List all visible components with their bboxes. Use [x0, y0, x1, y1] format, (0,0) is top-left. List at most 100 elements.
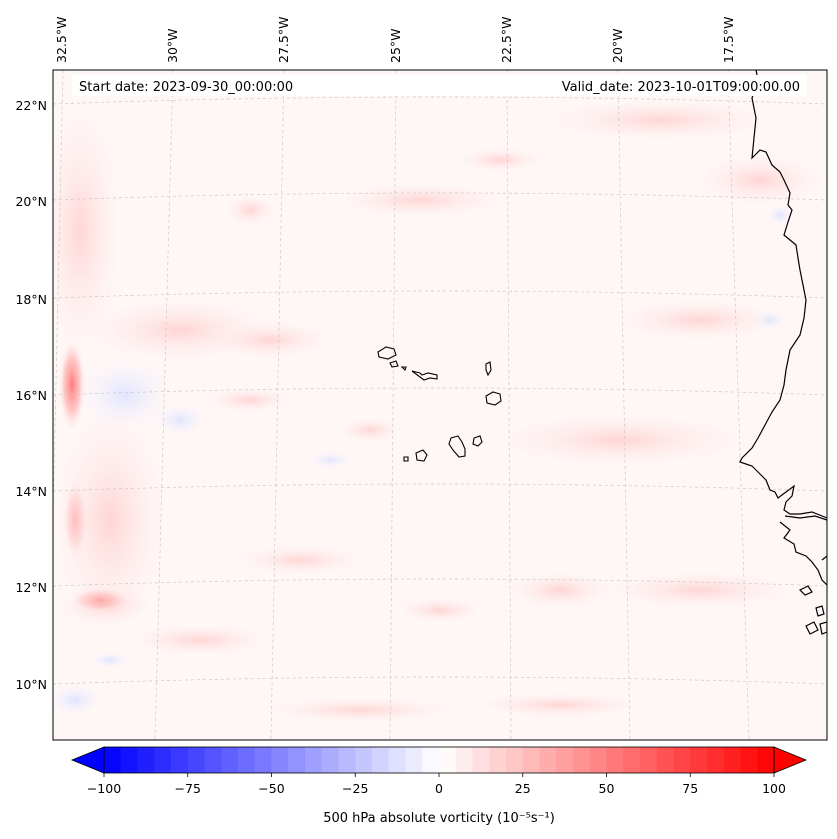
vorticity-field	[53, 100, 820, 722]
colorbar-swatch	[723, 747, 742, 773]
island-sao-nicolau	[411, 370, 438, 381]
vorticity-negative	[53, 685, 100, 715]
lat-label: 22°N	[15, 98, 47, 113]
vorticity-patch	[500, 415, 740, 465]
vorticity-patch	[340, 184, 500, 216]
colorbar-swatch	[489, 747, 507, 773]
colorbar-tick-label: 100	[762, 781, 786, 796]
map-panel: Start date: 2023-09-30_00:00:00 Valid_da…	[52, 69, 828, 741]
colorbar-swatch	[137, 747, 155, 773]
lat-label: 12°N	[15, 580, 47, 595]
island-boa-vista	[485, 391, 502, 406]
coastline-guinea-bissau	[779, 521, 827, 586]
colorbar-swatch	[321, 747, 340, 773]
colorbar-extend-max	[773, 746, 808, 774]
colorbar-swatch	[238, 747, 256, 773]
colorbar-swatch	[556, 747, 574, 773]
island-santo-antao	[377, 346, 397, 360]
parallel	[53, 96, 827, 105]
meridian	[389, 70, 397, 740]
lat-label: 18°N	[15, 292, 47, 307]
colorbar-swatch	[422, 747, 440, 773]
vorticity-patch	[610, 572, 790, 608]
west-africa-coastline	[739, 70, 827, 635]
colorbar-swatch	[623, 747, 641, 773]
colorbar-swatch	[187, 747, 206, 773]
colorbar-swatch	[104, 747, 122, 773]
map-border	[52, 69, 828, 741]
colorbar-tick-label: 25	[515, 781, 531, 796]
colorbar-swatch	[154, 747, 172, 773]
lat-label: 20°N	[15, 194, 47, 209]
vorticity-patch	[240, 546, 360, 574]
colorbar-tick-label: −75	[175, 781, 201, 796]
colorbar-tick-label: −25	[342, 781, 368, 796]
vorticity-maximum	[72, 588, 128, 612]
vorticity-patch	[210, 388, 290, 412]
vorticity-patch	[510, 572, 610, 608]
lon-label: 27.5°W	[276, 17, 291, 63]
coastline-bijagos	[798, 585, 813, 596]
island-sao-vicente	[389, 360, 399, 368]
colorbar-swatch	[204, 747, 222, 773]
colorbar-swatch	[690, 747, 708, 773]
colorbar-swatch	[271, 747, 289, 773]
colorbar-swatch	[472, 747, 490, 773]
coastline-guinea	[821, 555, 827, 561]
colorbar-swatch	[673, 747, 691, 773]
coastline-gambia-estuary	[784, 515, 827, 521]
island-maio	[472, 435, 483, 447]
colorbar-swatch	[740, 747, 758, 773]
lon-label: 32.5°W	[54, 17, 69, 63]
vorticity-patch	[130, 625, 270, 655]
colorbar-swatch	[221, 747, 239, 773]
colorbar-swatch	[589, 747, 608, 773]
start-date-label: Start date: 2023-09-30_00:00:00	[79, 80, 293, 95]
coastline-bijagos	[819, 621, 827, 635]
colorbar-swatch	[388, 747, 407, 773]
vorticity-patch	[210, 322, 330, 358]
colorbar-swatch	[372, 747, 390, 773]
vorticity-negative	[310, 452, 350, 468]
parallel	[53, 578, 827, 587]
colorbar-swatch	[506, 747, 524, 773]
meridian	[617, 70, 631, 740]
latitude-labels: 22°N 20°N 18°N 16°N 14°N 12°N 10°N	[15, 98, 47, 692]
colorbar-swatch	[522, 747, 541, 773]
lon-label: 25°W	[388, 28, 403, 63]
lat-label: 16°N	[15, 388, 47, 403]
vorticity-patch	[460, 148, 540, 172]
lon-label: 30°W	[165, 28, 180, 63]
vorticity-negative	[155, 405, 205, 435]
vorticity-patch	[400, 598, 480, 622]
lon-label: 22.5°W	[499, 17, 514, 63]
parallel	[53, 676, 827, 685]
colorbar-ticks: −100 −75 −50 −25 0 25 50 75 100	[87, 773, 786, 796]
island-santa-luzia	[400, 366, 407, 372]
meridian	[154, 70, 174, 740]
vorticity-patch	[620, 300, 780, 340]
colorbar-swatch	[288, 747, 306, 773]
colorbar: −100 −75 −50 −25 0 25 50 75 100 500 hPa absolute…	[70, 746, 808, 826]
lat-label: 10°N	[15, 677, 47, 692]
annotation-box	[72, 75, 807, 96]
colorbar-tick-label: 75	[682, 781, 698, 796]
colorbar-swatch	[338, 747, 356, 773]
meridian	[506, 70, 512, 740]
colorbar-tick-label: 0	[435, 781, 443, 796]
colorbar-swatch	[120, 747, 139, 773]
colorbar-swatch	[606, 747, 624, 773]
island-santiago	[448, 435, 466, 458]
vorticity-maximum	[63, 480, 87, 560]
lon-label: 20°W	[610, 28, 625, 63]
longitude-labels: 32.5°W 30°W 27.5°W 25°W 22.5°W 20°W 17.5…	[54, 17, 736, 63]
lon-label: 17.5°W	[721, 17, 736, 63]
colorbar-extend-min	[70, 746, 105, 774]
coastline-bijagos	[805, 621, 819, 635]
vorticity-maximum	[59, 340, 85, 430]
colorbar-swatch	[305, 747, 323, 773]
valid-date-label: Valid_date: 2023-10-01T09:00:00.00	[562, 80, 800, 95]
island-sal	[485, 361, 492, 377]
colorbar-swatch	[405, 747, 423, 773]
